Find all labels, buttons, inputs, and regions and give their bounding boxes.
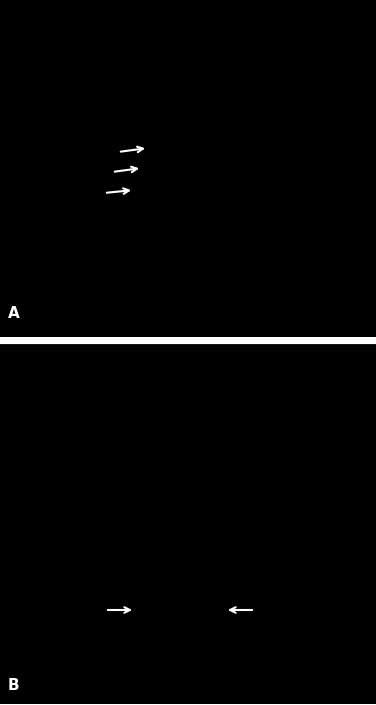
Text: B: B: [8, 678, 20, 693]
Text: A: A: [8, 306, 20, 321]
